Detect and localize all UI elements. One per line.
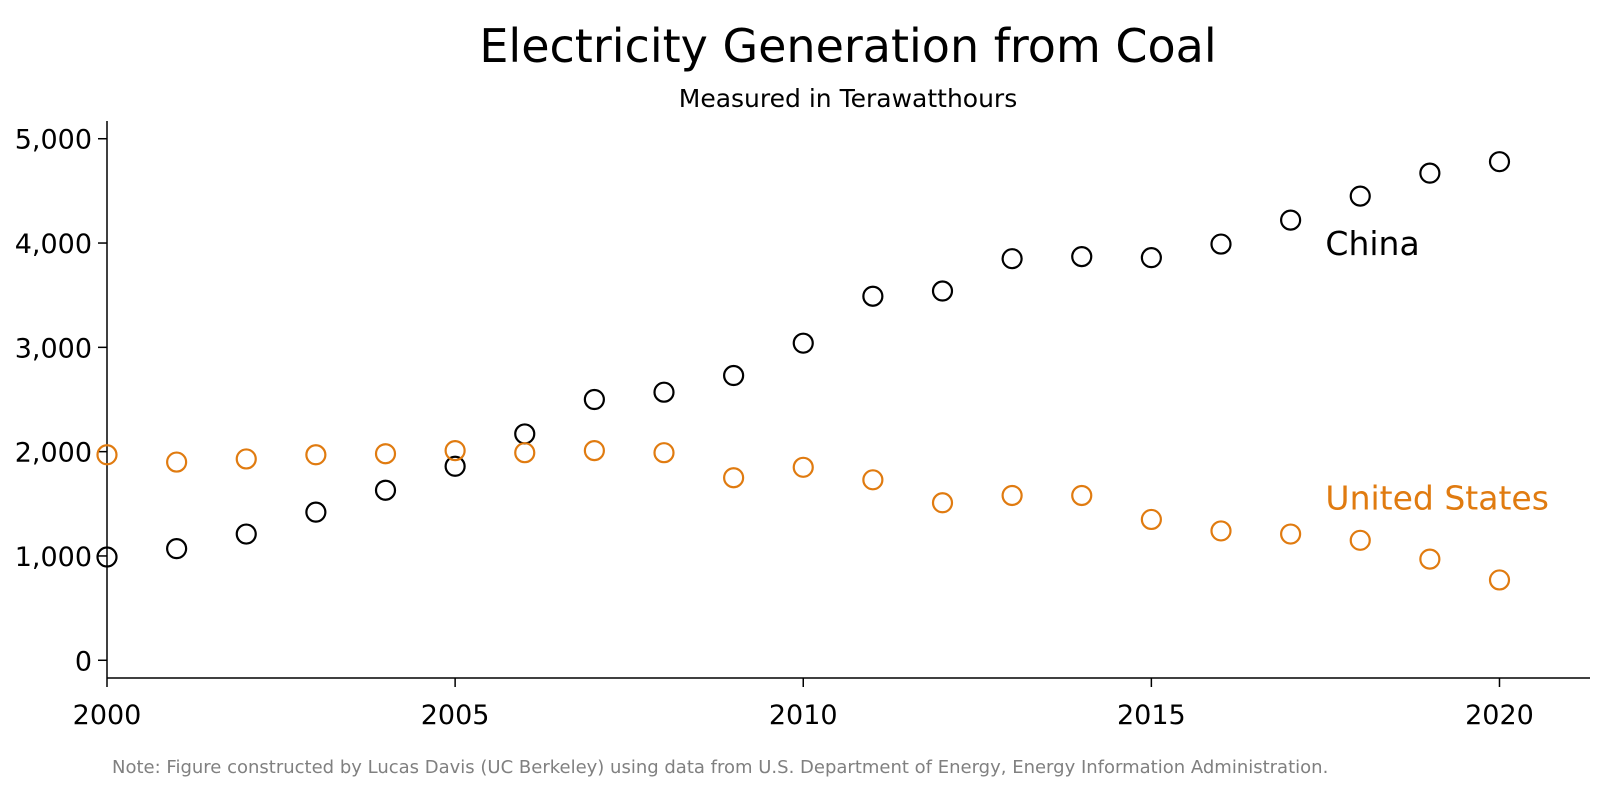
source-note: Note: Figure constructed by Lucas Davis …	[112, 757, 1328, 778]
x-tick-label: 2010	[769, 700, 838, 731]
china-point	[1210, 233, 1232, 255]
x-axis-ticks: 2000 2005 2010 2015 2020	[73, 678, 1534, 731]
united-states-point	[1140, 508, 1162, 531]
axes	[106, 121, 1590, 679]
united-states-point	[1488, 569, 1511, 591]
china-point	[1071, 245, 1093, 268]
china-point	[1001, 248, 1023, 270]
china-point	[444, 455, 466, 477]
united-states-point	[444, 440, 466, 462]
china-point	[166, 538, 188, 560]
united-states-series	[96, 440, 1511, 591]
united-states-point	[305, 444, 327, 466]
united-states-point	[374, 443, 397, 465]
china-point	[96, 546, 118, 568]
china-point	[583, 388, 605, 411]
china-point	[514, 423, 536, 445]
united-states-point	[235, 448, 257, 470]
x-tick-label: 2005	[421, 700, 490, 731]
united-states-point	[514, 442, 536, 464]
united-states-point	[1419, 548, 1441, 570]
united-states-point	[931, 492, 954, 514]
y-tick-label: 0	[75, 646, 92, 677]
y-tick-label: 5,000	[15, 125, 92, 156]
china-label: China	[1325, 224, 1419, 263]
china-point	[374, 479, 397, 501]
united-states-point	[96, 444, 118, 466]
china-point	[723, 364, 745, 387]
united-states-point	[1280, 523, 1302, 545]
y-tick-label: 3,000	[15, 333, 92, 364]
united-states-point	[653, 442, 675, 464]
y-tick-label: 4,000	[15, 229, 92, 260]
data-points	[96, 151, 1511, 591]
x-tick-label: 2000	[73, 700, 142, 731]
x-tick-label: 2020	[1465, 700, 1534, 731]
china-point	[862, 285, 884, 307]
united-states-point	[723, 467, 745, 489]
china-point	[1140, 247, 1162, 269]
y-axis-ticks: 0 1,000 2,000 3,000 4,000 5,000	[15, 125, 107, 677]
united-states-point	[862, 469, 884, 491]
china-point	[653, 381, 675, 403]
united-states-label: United States	[1325, 479, 1548, 518]
china-point	[305, 501, 327, 523]
united-states-point	[1210, 520, 1232, 542]
china-point	[1488, 151, 1511, 173]
china-point	[1280, 209, 1302, 231]
chart-title: Electricity Generation from Coal	[479, 19, 1216, 73]
china-series	[96, 151, 1511, 568]
chart-subtitle: Measured in Terawatthours	[679, 84, 1017, 113]
united-states-point	[583, 440, 605, 462]
y-tick-label: 1,000	[15, 542, 92, 573]
united-states-point	[1001, 484, 1023, 507]
china-point	[1349, 185, 1371, 207]
series-labels: China United States	[1325, 224, 1548, 518]
united-states-point	[166, 451, 188, 473]
china-point	[931, 280, 954, 302]
china-point	[235, 523, 257, 545]
y-tick-label: 2,000	[15, 438, 92, 469]
united-states-point	[1349, 529, 1371, 551]
x-tick-label: 2015	[1117, 700, 1186, 731]
united-states-point	[1071, 484, 1093, 507]
united-states-point	[792, 456, 814, 478]
china-point	[1419, 162, 1441, 184]
china-point	[792, 332, 814, 354]
